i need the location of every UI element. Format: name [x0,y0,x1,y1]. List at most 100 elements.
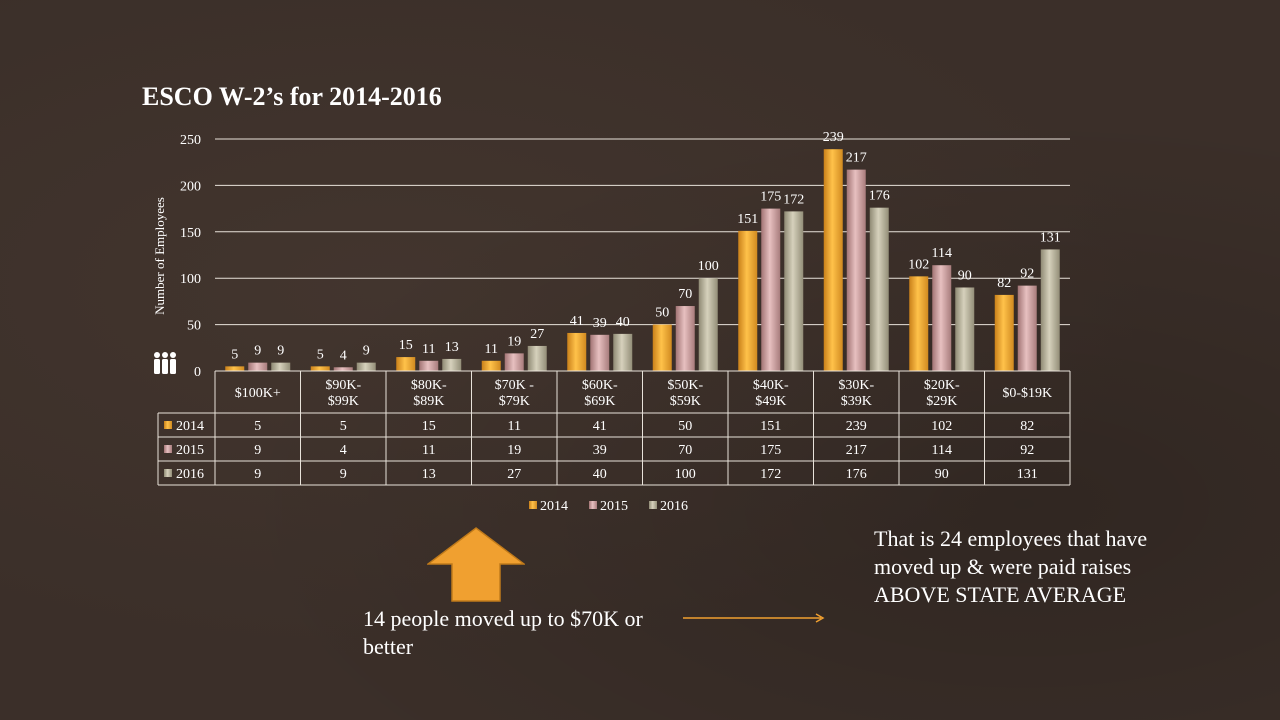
category-label-line: $40K- [753,378,789,393]
data-label: 100 [698,259,719,274]
data-label: 131 [1040,230,1061,245]
bar-2014 [994,294,1014,371]
category-label-line: $0-$19K [1002,386,1052,401]
y-tick-label: 250 [180,133,201,148]
bar-2014 [823,149,843,371]
table-cell: 92 [1020,443,1034,458]
category-label: $100K+ [235,386,281,401]
category-label-line: $79K [499,394,530,409]
bar-2016 [869,207,889,371]
category-label-line: $99K [328,394,359,409]
legend-label-2016: 2016 [660,499,688,514]
category-label-line: $29K [926,394,957,409]
bar-2016 [955,287,975,371]
data-label: 5 [231,347,238,362]
table-cell: 176 [846,467,867,482]
note-above-average: That is 24 employees that have moved up … [874,525,1254,609]
data-label: 50 [655,306,669,321]
table-cell: 131 [1017,467,1038,482]
category-label-line: $70K - [495,378,535,393]
data-label: 175 [760,190,781,205]
table-cell: 82 [1020,419,1034,434]
data-label: 27 [530,327,544,342]
table-cell: 100 [675,467,696,482]
category-label: $80K-$89K [411,378,447,409]
data-label: 40 [616,315,630,330]
legend-label-2014: 2014 [540,499,568,514]
bar-2014 [481,360,501,371]
category-label-line: $60K- [582,378,618,393]
y-tick-label: 50 [187,319,201,334]
data-label: 11 [422,342,435,357]
data-label: 102 [908,257,929,272]
table-cell: 4 [340,443,347,458]
legend: 2014 2015 2016 [529,499,688,514]
bar-2016 [1040,249,1060,371]
data-label: 217 [846,151,867,166]
bar-2014 [652,324,672,371]
legend-key-2015 [589,501,597,509]
bar-2014 [225,366,245,371]
bar-2016 [698,278,718,371]
category-label: $40K-$49K [753,378,789,409]
bar-2016 [442,358,462,371]
y-axis: 0 50 100 150 200 250 [180,133,201,380]
legend-key-2016 [649,501,657,509]
bar-2015 [1017,285,1037,371]
bar-2015 [504,353,524,371]
category-label-line: $50K- [667,378,703,393]
bar-2016 [613,333,633,371]
bar-2015 [932,265,952,371]
data-label: 239 [823,130,844,145]
slide-title: ESCO W-2’s for 2014-2016 [142,82,442,111]
bars [225,149,1060,371]
table-series-name: 2014 [176,419,204,434]
y-tick-label: 0 [194,365,201,380]
table-cell: 40 [593,467,607,482]
y-tick-label: 150 [180,226,201,241]
table-cell: 217 [846,443,867,458]
note-line: That is 24 employees that have [874,526,1148,551]
category-label: $20K-$29K [924,378,960,409]
data-label: 151 [737,212,758,227]
bar-2015 [761,208,781,371]
data-label: 70 [678,287,692,302]
table-cell: 5 [340,419,347,434]
bar-2014 [909,276,929,371]
table-cell: 102 [931,419,952,434]
category-label-line: $80K- [411,378,447,393]
bar-2014 [567,332,587,371]
data-label: 9 [277,344,284,359]
table-cell: 13 [422,467,436,482]
data-table: $100K+$90K-$99K$80K-$89K$70K -$79K$60K-$… [157,370,1071,486]
category-label-line: $100K+ [235,386,281,401]
y-axis-label: Number of Employees [152,197,167,315]
table-cell: 11 [422,443,435,458]
bar-2015 [675,306,695,371]
legend-key-2014 [529,501,537,509]
table-cell: 5 [254,419,261,434]
category-label-line: $30K- [838,378,874,393]
bar-2016 [356,362,376,371]
category-label: $70K -$79K [495,378,535,409]
table-cell: 39 [593,443,607,458]
table-cell: 151 [760,419,781,434]
table-cell: 175 [760,443,781,458]
data-label: 11 [485,342,498,357]
bar-2014 [310,366,330,371]
table-series-name: 2015 [176,443,204,458]
category-label-line: $90K- [325,378,361,393]
data-label: 41 [570,314,584,329]
category-label-line: $39K [841,394,872,409]
category-label: $60K-$69K [582,378,618,409]
category-label-line: $89K [413,394,444,409]
data-label: 82 [997,276,1011,291]
table-cell: 50 [678,419,692,434]
bar-2015 [248,362,268,371]
table-cell: 9 [254,467,261,482]
table-cell: 90 [935,467,949,482]
bar-2014 [396,357,416,371]
data-label: 176 [869,189,890,204]
data-labels: 5 5 15 11 41 50 151 239 102 82 9 4 11 19 39 70 175 217 114… [231,130,1061,363]
